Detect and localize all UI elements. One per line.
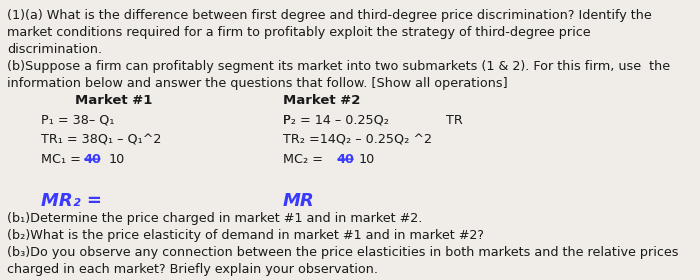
Text: P₁ = 38– Q₁: P₁ = 38– Q₁	[41, 114, 114, 127]
Text: charged in each market? Briefly explain your observation.: charged in each market? Briefly explain …	[7, 263, 378, 276]
Text: TR₂ =14Q₂ – 0.25Q₂ ^2: TR₂ =14Q₂ – 0.25Q₂ ^2	[283, 134, 432, 146]
Text: (b₂)What is the price elasticity of demand in market #1 and in market #2?: (b₂)What is the price elasticity of dema…	[7, 229, 484, 242]
Text: 40: 40	[336, 153, 354, 166]
Text: (b₃)Do you observe any connection between the price elasticities in both markets: (b₃)Do you observe any connection betwee…	[7, 246, 678, 259]
Text: Market #2: Market #2	[283, 94, 360, 107]
Text: MC₂ =: MC₂ =	[283, 153, 327, 166]
Text: market conditions required for a firm to profitably exploit the strategy of thir: market conditions required for a firm to…	[7, 26, 591, 39]
Text: discrimination.: discrimination.	[7, 43, 102, 56]
Text: P₂ = 14 – 0.25Q₂: P₂ = 14 – 0.25Q₂	[283, 114, 388, 127]
Text: MR₂ =: MR₂ =	[41, 192, 102, 210]
Text: information below and answer the questions that follow. [Show all operations]: information below and answer the questio…	[7, 77, 508, 90]
Text: TR₁ = 38Q₁ – Q₁^2: TR₁ = 38Q₁ – Q₁^2	[41, 134, 161, 146]
Text: MC₁ =: MC₁ =	[41, 153, 85, 166]
Text: Market #1: Market #1	[75, 94, 152, 107]
Text: MR: MR	[283, 192, 314, 210]
Text: 10: 10	[359, 153, 375, 166]
Text: 10: 10	[108, 153, 125, 166]
Text: TR: TR	[446, 114, 463, 127]
Text: (b)Suppose a firm can profitably segment its market into two submarkets (1 & 2).: (b)Suppose a firm can profitably segment…	[7, 60, 670, 73]
Text: 40: 40	[83, 153, 101, 166]
Text: P: P	[283, 114, 290, 127]
Text: (b₁)Determine the price charged in market #1 and in market #2.: (b₁)Determine the price charged in marke…	[7, 212, 422, 225]
Text: (1)(a) What is the difference between first degree and third-degree price discri: (1)(a) What is the difference between fi…	[7, 9, 652, 22]
